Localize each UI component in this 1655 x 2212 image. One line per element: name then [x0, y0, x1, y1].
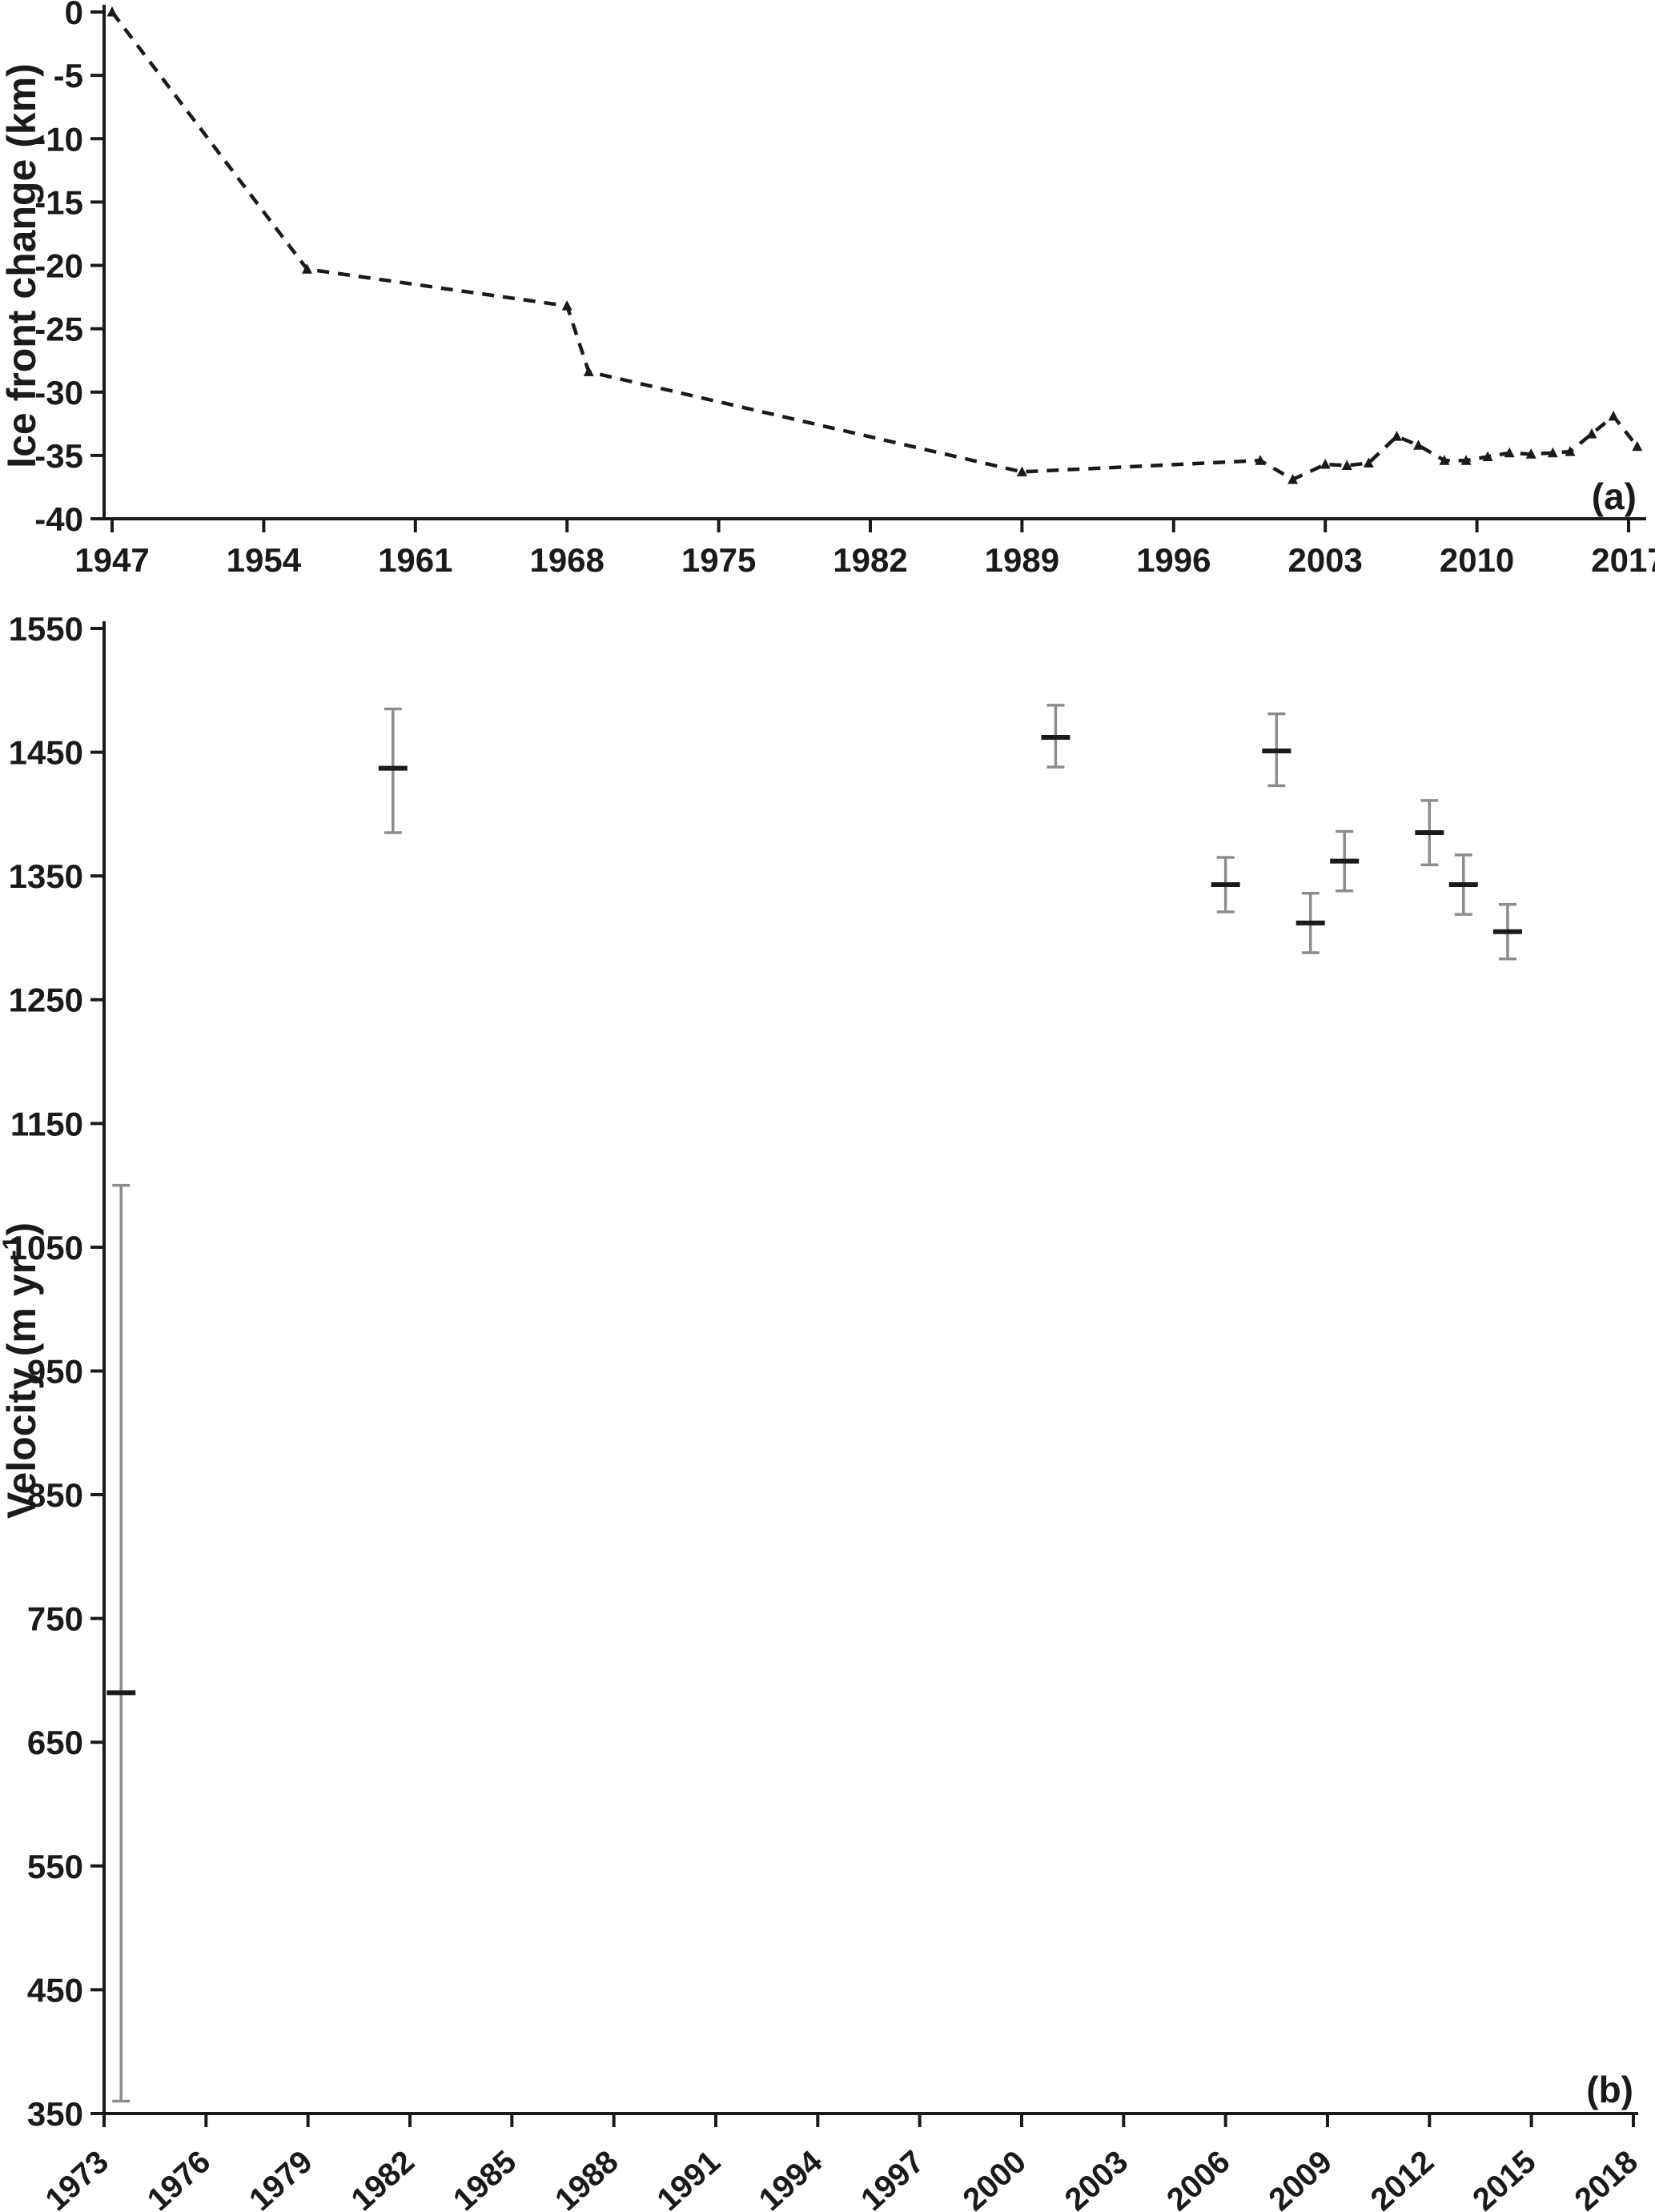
velocity-data-point	[1415, 799, 1444, 866]
velocity-data-point	[1262, 712, 1291, 788]
triangle-marker	[1341, 460, 1352, 471]
triangle-marker	[1547, 447, 1558, 458]
triangle-marker	[1460, 455, 1472, 465]
x-tick-label: 2017	[1591, 541, 1655, 579]
triangle-marker	[1439, 455, 1450, 465]
y-tick-label: -5	[54, 57, 83, 94]
x-tick-label: 2010	[1440, 541, 1514, 579]
y-axis-title: Velocity (m yr-1)	[0, 1222, 44, 1519]
y-tick-label: 550	[27, 1848, 83, 1885]
y-tick-label: 1450	[9, 734, 83, 772]
x-tick-label: 2015	[1466, 2144, 1543, 2212]
triangle-marker	[1391, 431, 1402, 441]
triangle-marker	[1504, 447, 1515, 458]
x-tick-label: 1996	[1136, 541, 1211, 579]
triangle-marker	[1320, 458, 1331, 469]
triangle-marker	[1363, 457, 1374, 468]
x-tick-label: 2003	[1287, 541, 1362, 579]
x-tick-label: 1991	[650, 2144, 727, 2212]
y-tick-label: 950	[27, 1352, 83, 1390]
y-tick-label: -40	[34, 500, 83, 538]
x-tick-label: 2000	[956, 2144, 1033, 2212]
y-tick-label: 1250	[9, 982, 83, 1019]
x-tick-label: 1997	[854, 2144, 931, 2212]
triangle-marker	[1413, 440, 1424, 450]
y-tick-label: 1550	[9, 610, 83, 648]
velocity-data-point	[1330, 829, 1360, 893]
x-tick-label: 1954	[227, 541, 302, 579]
y-tick-label: 650	[27, 1724, 83, 1761]
triangle-marker	[1525, 448, 1536, 459]
y-tick-label: -20	[34, 247, 83, 285]
x-tick-label: 2012	[1364, 2144, 1441, 2212]
y-tick-label: -10	[34, 120, 83, 158]
y-tick-label: 850	[27, 1476, 83, 1514]
y-tick-label: 1350	[9, 857, 83, 895]
x-tick-label: 2006	[1160, 2144, 1237, 2212]
x-tick-label: 1982	[344, 2144, 421, 2212]
triangle-marker	[583, 366, 594, 376]
x-tick-label: 1973	[38, 2144, 115, 2212]
x-tick-label: 1982	[833, 541, 907, 579]
triangle-marker	[1482, 451, 1493, 461]
triangle-marker	[106, 6, 118, 17]
ice-front-series-line	[110, 10, 1639, 482]
x-tick-label: 1975	[681, 541, 756, 579]
y-tick-label: -25	[34, 311, 83, 348]
y-tick-label: 450	[27, 1971, 83, 2009]
triangle-marker	[1565, 446, 1576, 456]
panel-b-label: (b)	[1586, 2069, 1633, 2110]
y-axis-title: Ice front change (km)	[0, 63, 44, 468]
triangle-marker	[1016, 466, 1027, 476]
triangle-marker	[1608, 410, 1619, 421]
triangle-marker	[1255, 455, 1266, 465]
y-tick-label: 350	[27, 2095, 83, 2133]
x-tick-label: 2003	[1058, 2144, 1135, 2212]
triangle-marker	[561, 300, 572, 311]
x-tick-label: 1976	[141, 2144, 218, 2212]
y-tick-label: -15	[34, 183, 83, 221]
velocity-data-point	[1492, 902, 1522, 961]
velocity-data-point	[1295, 892, 1325, 954]
velocity-data-point	[1041, 704, 1071, 769]
x-tick-label: 2009	[1262, 2144, 1339, 2212]
y-tick-label: -30	[34, 374, 83, 411]
y-tick-label: 750	[27, 1600, 83, 1638]
y-tick-label: 1150	[10, 1105, 83, 1142]
y-tick-label: 0	[65, 0, 83, 31]
x-tick-label: 1947	[74, 541, 149, 579]
triangle-marker	[1287, 473, 1299, 484]
triangle-marker	[302, 263, 313, 274]
triangle-marker	[1586, 428, 1597, 439]
triangle-marker	[1632, 440, 1643, 452]
x-tick-label: 1994	[753, 2143, 830, 2212]
velocity-data-point	[378, 707, 408, 834]
x-tick-label: 1961	[378, 541, 452, 579]
x-tick-label: 1989	[985, 541, 1059, 579]
velocity-data-point	[1448, 853, 1478, 916]
y-tick-label: -35	[34, 437, 83, 475]
velocity-data-point	[106, 1183, 136, 2103]
x-tick-label: 2018	[1568, 2144, 1645, 2212]
x-tick-label: 1988	[548, 2144, 625, 2212]
velocity-data-point	[1211, 856, 1240, 913]
panel-a-label: (a)	[1592, 476, 1637, 517]
x-tick-label: 1968	[529, 541, 604, 579]
x-tick-label: 1985	[447, 2144, 524, 2212]
chart-panel-b-velocity: 1550 1450 1350 1250 1150 1050 950 850 750 650 550 4…	[0, 610, 1645, 2212]
x-tick-label: 1979	[243, 2144, 319, 2212]
y-tick-label: 1050	[9, 1229, 83, 1267]
